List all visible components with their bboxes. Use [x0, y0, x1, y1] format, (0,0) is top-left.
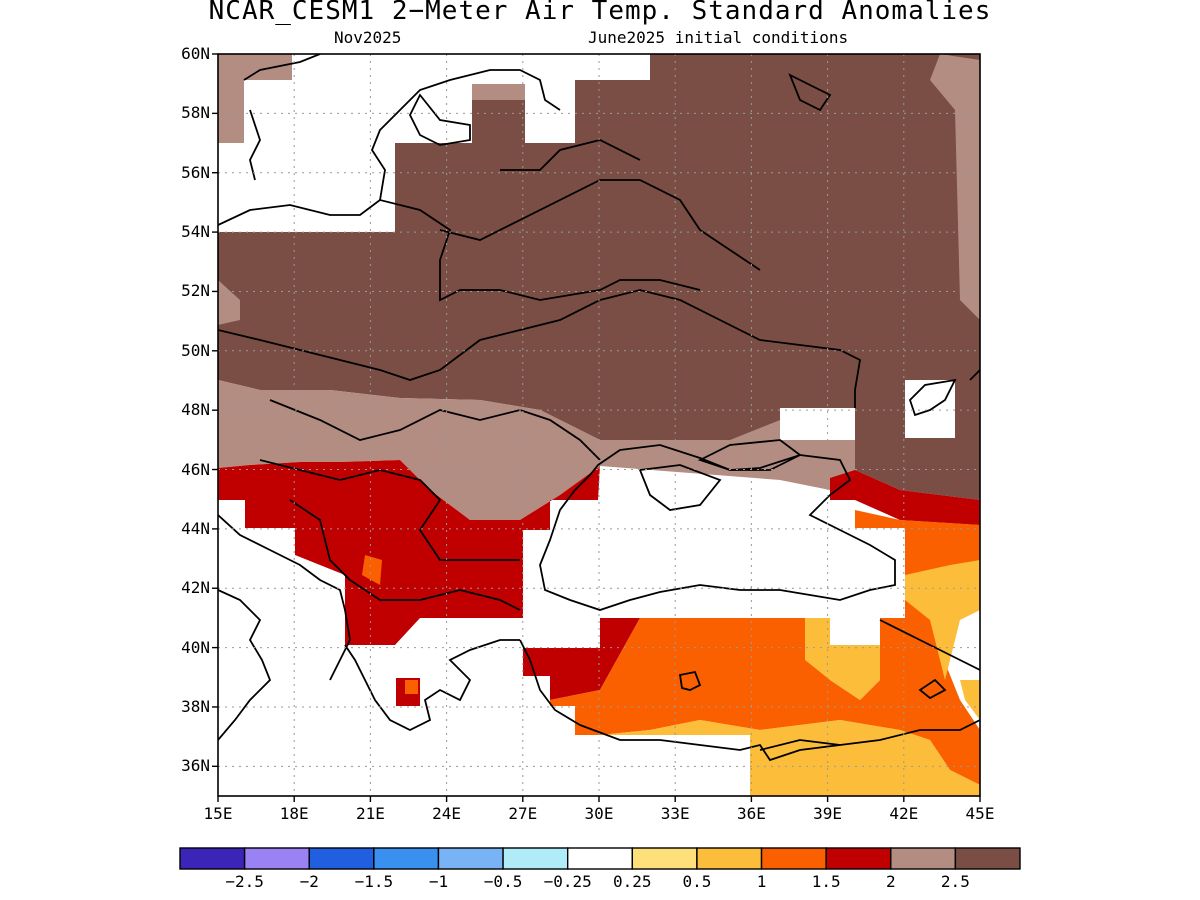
lon-label: 24E — [432, 804, 462, 823]
lon-label: 36E — [736, 804, 766, 823]
lon-label: 45E — [965, 804, 995, 823]
lon-label: 27E — [508, 804, 538, 823]
colorbar-label: 1 — [756, 872, 767, 891]
colorbar-swatch — [437, 847, 504, 870]
lat-label: 36N — [181, 756, 210, 776]
lat-label: 50N — [181, 340, 210, 360]
lat-label: 42N — [181, 578, 210, 598]
lon-label: 33E — [660, 804, 690, 823]
anomaly-fields — [218, 54, 980, 796]
colorbar-label: −2.5 — [225, 872, 264, 891]
lat-label: 56N — [181, 162, 210, 182]
lat-label: 48N — [181, 400, 210, 420]
lat-label: 44N — [181, 518, 210, 538]
lat-label: 46N — [181, 459, 210, 479]
colorbar-swatch — [760, 847, 827, 870]
colorbar-swatch — [179, 847, 246, 870]
colorbar-swatch — [308, 847, 375, 870]
initial-conditions: June2025 initial conditions — [588, 28, 849, 47]
colorbar-label: 1.5 — [811, 872, 841, 891]
forecast-month: Nov2025 — [334, 28, 402, 47]
anomaly-region-2 — [218, 380, 980, 525]
colorbar-label: −1.5 — [354, 872, 394, 891]
lon-label: 15E — [203, 804, 233, 823]
colorbar-label: −2 — [299, 872, 319, 891]
color-bar — [179, 847, 1021, 870]
colorbar-label: 2.5 — [940, 872, 970, 891]
lat-label: 52N — [181, 281, 210, 301]
lon-label: 39E — [813, 804, 843, 823]
anomaly-region-1.5 — [218, 460, 600, 645]
coastline-outlines — [218, 54, 980, 762]
colorbar-label: −1 — [428, 872, 449, 891]
colorbar-label: 0.5 — [682, 872, 712, 891]
colorbar-swatch — [243, 847, 310, 870]
colorbar-label: 2 — [885, 872, 896, 891]
lon-label: 21E — [355, 804, 385, 823]
lat-label: 54N — [181, 222, 210, 242]
colorbar-swatch — [890, 847, 957, 870]
colorbar-swatch — [502, 847, 569, 870]
colorbar-label: −0.5 — [483, 872, 523, 891]
axis-ticks — [212, 53, 981, 802]
lon-label: 18E — [279, 804, 309, 823]
colorbar-swatch — [825, 847, 892, 870]
colorbar-label: 0.25 — [613, 872, 652, 891]
lon-label: 30E — [584, 804, 614, 823]
lat-label: 40N — [181, 637, 210, 657]
lat-label: 58N — [181, 103, 210, 123]
colorbar-swatch — [696, 847, 763, 870]
lat-label: 60N — [181, 44, 210, 63]
colorbar-swatch — [631, 847, 698, 870]
lat-label: 38N — [181, 696, 210, 716]
colorbar-swatch — [954, 847, 1021, 870]
map-title: NCAR_CESM1 2−Meter Air Temp. Standard An… — [208, 0, 992, 26]
colorbar-label: −0.25 — [543, 872, 592, 891]
colorbar-swatch — [373, 847, 440, 870]
colorbar-swatch — [566, 847, 634, 870]
anomaly-region-2.5 — [218, 54, 980, 500]
lon-label: 42E — [889, 804, 919, 823]
